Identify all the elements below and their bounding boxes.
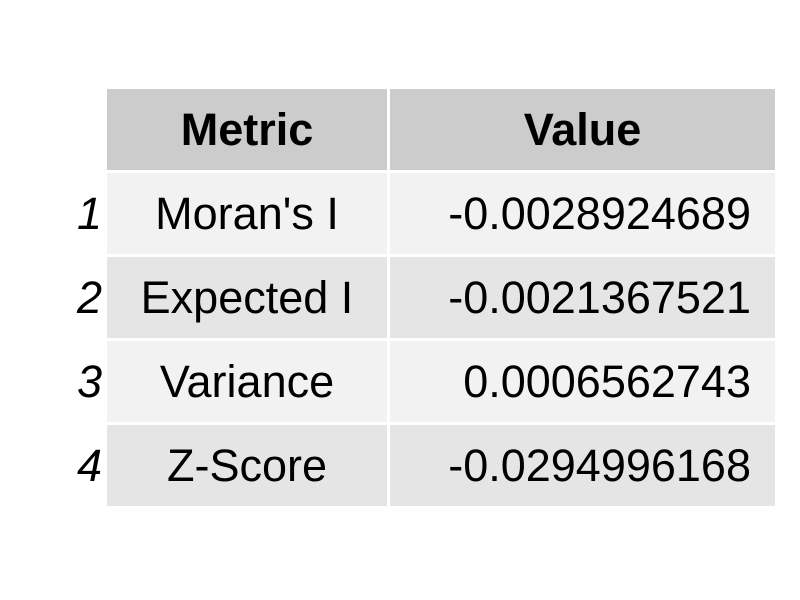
value-cell: -0.0028924689: [390, 173, 775, 254]
value-cell: 0.0006562743: [390, 341, 775, 422]
value-cell: -0.0021367521: [390, 257, 775, 338]
header-metric: Metric: [107, 89, 387, 170]
row-index: 3: [76, 355, 102, 407]
row-index: 2: [76, 271, 102, 323]
table-grid: Metric Value 1 Moran's I -0.0028924689 2…: [60, 89, 775, 506]
metric-cell: Z-Score: [107, 425, 387, 506]
row-index: 4: [76, 439, 102, 491]
value-cell: -0.0294996168: [390, 425, 775, 506]
metric-cell: Variance: [107, 341, 387, 422]
header-value: Value: [390, 89, 775, 170]
statistics-table: Metric Value 1 Moran's I -0.0028924689 2…: [60, 89, 775, 506]
metric-cell: Expected I: [107, 257, 387, 338]
metric-cell: Moran's I: [107, 173, 387, 254]
header-corner: [60, 89, 104, 170]
row-index: 1: [76, 187, 102, 239]
